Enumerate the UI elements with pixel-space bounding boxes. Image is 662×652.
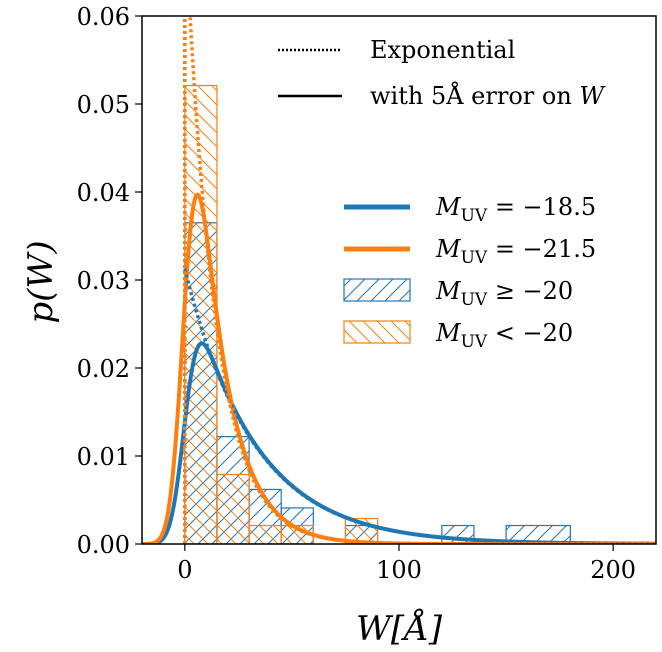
legend-label-0: MUV = −18.5 [435,193,596,226]
x-tick-label-2: 200 [590,556,636,584]
legend-swatch-3 [343,320,411,344]
hist-1-bar-2 [248,524,282,544]
legend-main: MUV = −18.5 MUV = −21.5 MUV ≥ −20 MUV < −20 [343,193,596,352]
x-tick-label-1: 100 [376,556,422,584]
hist-1-bar-0 [184,84,218,544]
hist-0-bar-6 [505,524,571,544]
y-axis-label: p(W) [21,240,61,323]
legend-top-label-0: Exponential [370,36,515,64]
legend-label-1: MUV = −21.5 [435,235,596,268]
axis-ticks: 0 100 200 0.00 0.01 0.02 0.03 0.04 0.05 0.06 [77,3,637,584]
y-tick-label-1: 0.01 [77,443,130,471]
y-tick-label-6: 0.06 [77,3,130,31]
legend-label-2: MUV ≥ −20 [435,277,573,310]
x-axis-label: W[Å] [356,608,443,649]
histograms [184,84,571,544]
y-tick-label-5: 0.05 [77,91,130,119]
hist-1-bar-1 [216,473,250,544]
y-tick-label-4: 0.04 [77,179,130,207]
legend-swatch-2 [343,278,411,302]
y-tick-label-3: 0.03 [77,267,130,295]
legend-top: Exponential with 5Å error on W [278,36,606,110]
y-tick-label-0: 0.00 [77,531,130,559]
legend-top-label-1: with 5Å error on W [370,81,606,110]
x-tick-label-0: 0 [177,556,192,584]
legend-label-3: MUV < −20 [435,319,573,352]
y-tick-label-2: 0.02 [77,355,130,383]
